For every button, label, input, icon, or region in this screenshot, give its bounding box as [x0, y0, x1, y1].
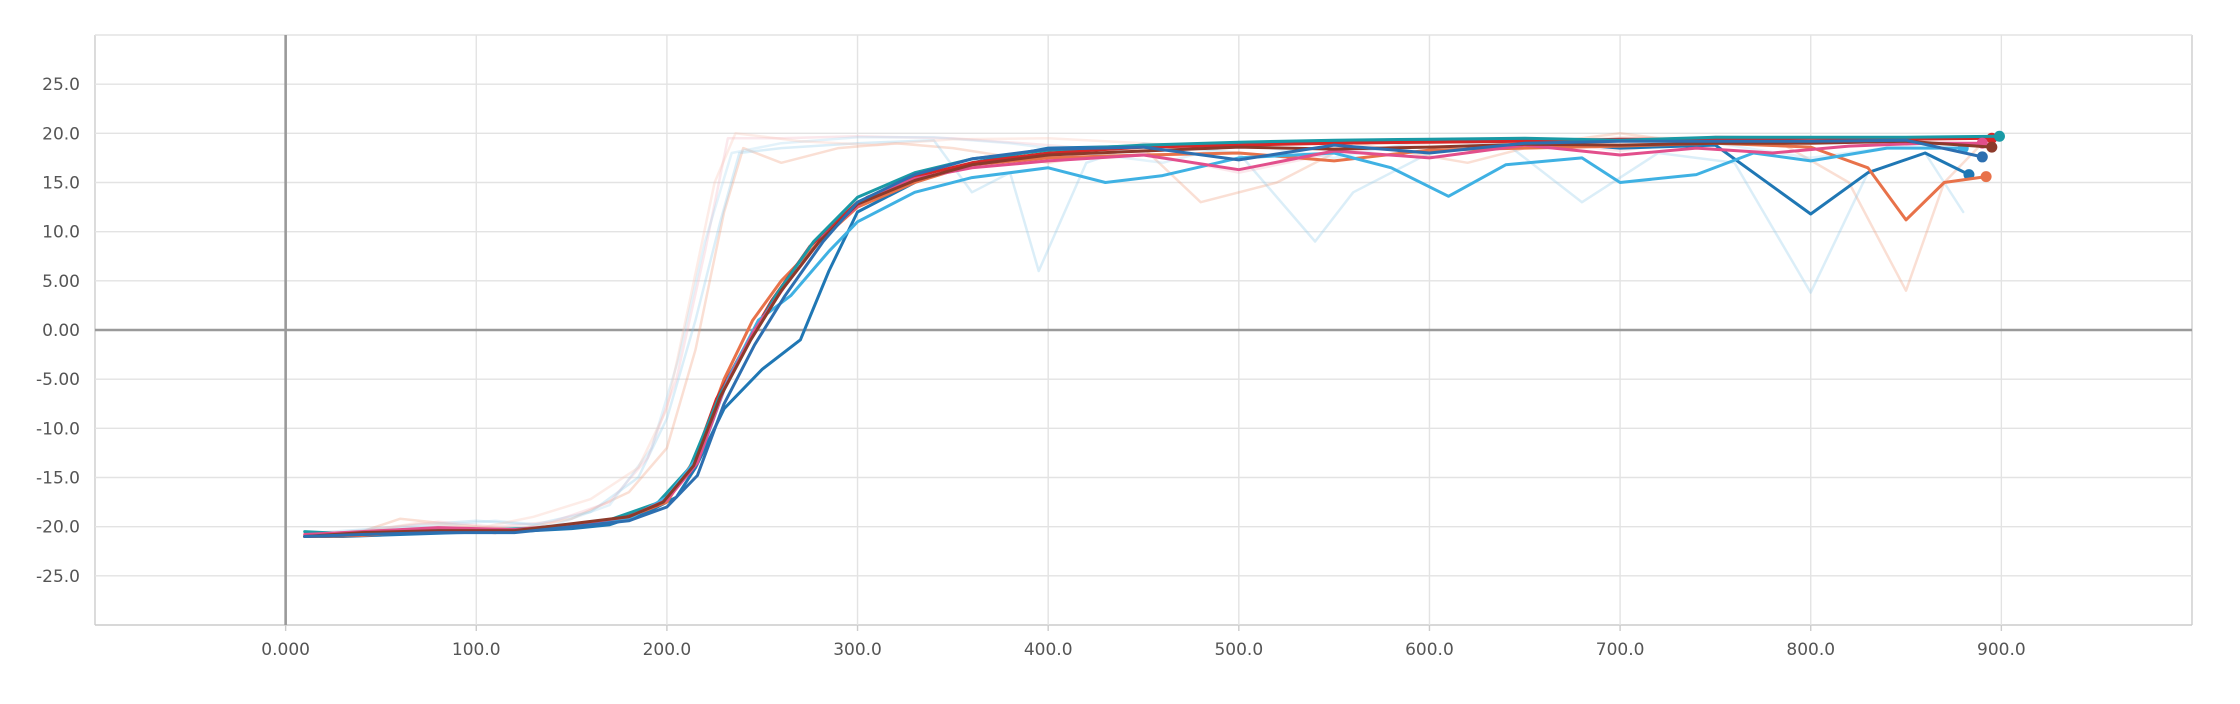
series-line	[303, 136, 1994, 538]
series-end-marker	[1993, 130, 2005, 142]
series-end-marker	[1980, 171, 1992, 183]
series-line	[303, 141, 1984, 536]
tick-labels: 0.000 100.0 200.0 300.0 400.0 500.0 600.0 700.0…	[36, 75, 2026, 660]
x-tick-label: 700.0	[1596, 640, 1645, 660]
y-tick-label: 25.0	[42, 75, 80, 95]
y-tick-label: 20.0	[42, 124, 80, 144]
series-line	[303, 138, 1965, 535]
x-tick-label: 400.0	[1024, 640, 1073, 660]
x-tick-label: 0.000	[261, 640, 310, 660]
series-line	[303, 134, 2001, 536]
x-tick-label: 500.0	[1214, 640, 1263, 660]
series-line	[303, 139, 1994, 538]
y-tick-label: -20.0	[36, 518, 80, 538]
x-tick-label: 300.0	[833, 640, 882, 660]
y-tick-label: -25.0	[36, 567, 80, 587]
series-line	[303, 136, 1984, 537]
axes	[95, 35, 2192, 625]
series-line	[303, 146, 1965, 538]
x-tick-label: 200.0	[643, 640, 692, 660]
series-end-marker	[1986, 141, 1998, 153]
grid	[94, 34, 2193, 631]
y-tick-label: -10.0	[36, 419, 80, 439]
series-group	[303, 130, 2005, 538]
y-tick-label: 5.00	[42, 272, 80, 292]
x-tick-label: 100.0	[452, 640, 501, 660]
y-tick-label: 10.0	[42, 223, 80, 243]
x-tick-label: 900.0	[1977, 640, 2026, 660]
series-end-marker	[1976, 151, 1988, 163]
y-tick-label: -15.0	[36, 469, 80, 489]
y-tick-label: 0.00	[42, 321, 80, 341]
series-line	[303, 132, 1984, 538]
x-tick-label: 600.0	[1405, 640, 1454, 660]
y-tick-label: 15.0	[42, 174, 80, 194]
series-line	[303, 135, 1984, 538]
y-tick-label: -5.00	[36, 370, 80, 390]
x-tick-label: 800.0	[1786, 640, 1835, 660]
series-line	[303, 132, 1984, 538]
series-line	[303, 138, 1984, 538]
